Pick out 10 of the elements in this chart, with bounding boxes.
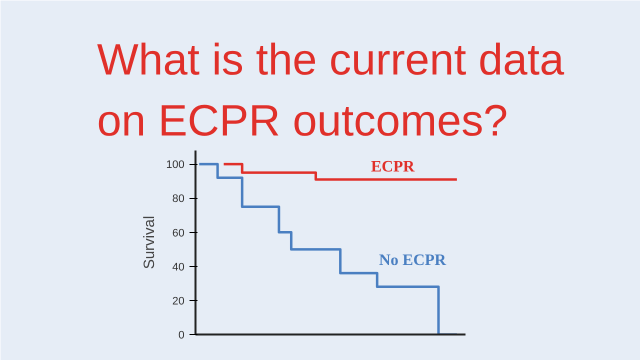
series-label: ECPR [371,158,415,176]
y-tick-label: 60 [172,227,185,240]
y-tick-label: 80 [172,193,185,206]
y-tick-label: 0 [178,330,185,342]
y-axis-title: Survival [141,216,158,270]
y-tick-label: 40 [172,261,185,274]
series-label: No ECPR [379,252,447,270]
y-tick-label: 20 [172,295,185,308]
chart-title: What is the current data on ECPR outcomes? [96,35,565,146]
y-tick-label: 100 [166,159,185,172]
